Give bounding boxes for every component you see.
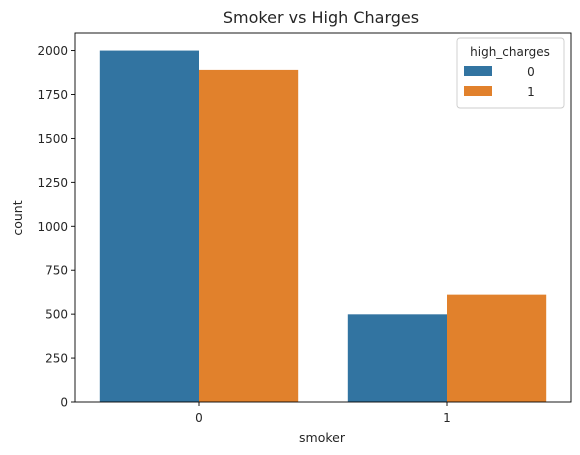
y-tick-label: 1500 [37,132,68,146]
x-tick-label: 1 [443,411,451,425]
x-tick-label: 0 [195,411,203,425]
y-tick-label: 250 [45,352,68,366]
y-tick-label: 0 [60,396,68,410]
legend: high_charges 0 1 [456,37,565,109]
y-tick-label: 500 [45,308,68,322]
chart-title: Smoker vs High Charges [223,8,419,27]
y-tick-label: 750 [45,264,68,278]
y-tick-label: 1000 [37,220,68,234]
y-axis: 0 250 500 750 1000 1250 1500 1750 2000 [37,44,75,410]
bar-smoker-0-high-charges-1 [199,69,299,403]
legend-label: 0 [527,65,535,79]
plot-frame [74,32,572,403]
legend-label: 1 [527,85,535,99]
y-axis-label: count [10,200,25,235]
bars [99,50,547,403]
y-tick-label: 2000 [37,44,68,58]
legend-swatch [464,66,492,76]
legend-title: high_charges [470,45,550,59]
bar-smoker-1-high-charges-0 [347,314,447,402]
legend-swatch [464,86,492,96]
y-tick-label: 1250 [37,176,68,190]
x-axis-label: smoker [299,430,346,445]
y-tick-label: 1750 [37,88,68,102]
bar-smoker-1-high-charges-1 [447,294,547,402]
bar-smoker-0-high-charges-0 [99,50,199,402]
